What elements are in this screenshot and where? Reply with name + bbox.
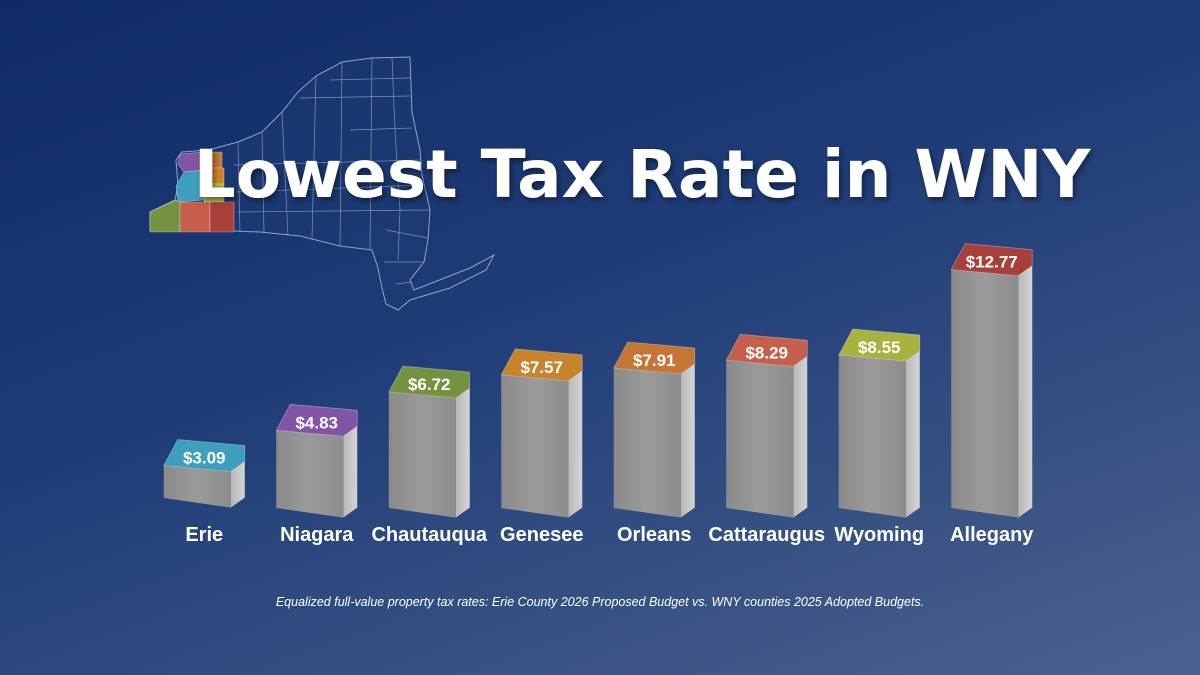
category-label: Cattaraugus xyxy=(708,524,825,546)
bar-top xyxy=(950,243,1033,277)
bar-value-label: $8.55 xyxy=(858,338,901,357)
bar-cattaraugus: $8.29 Cattaraugus xyxy=(708,333,825,546)
bar-top xyxy=(613,341,696,375)
bar-side xyxy=(230,461,245,508)
map-county-allegany xyxy=(209,201,235,233)
map-county-chautauqua xyxy=(149,199,181,233)
ny-county-lines xyxy=(233,57,431,285)
bar-top xyxy=(838,328,921,362)
bar-front xyxy=(951,269,1019,518)
bar-value-label: $7.57 xyxy=(520,358,563,377)
bar-niagara: $4.83 Niagara xyxy=(275,403,358,546)
source-footnote: Equalized full-value property tax rates:… xyxy=(276,595,924,609)
bar-value-label: $6.72 xyxy=(408,375,451,394)
category-label: Allegany xyxy=(950,524,1034,546)
bar-genesee: $7.57 Genesee xyxy=(500,348,583,546)
bar-side xyxy=(793,356,808,518)
bar-top xyxy=(275,403,358,437)
wny-highlighted-counties xyxy=(149,151,235,233)
bar-orleans: $7.91 Orleans xyxy=(613,341,696,546)
bar-value-label: $4.83 xyxy=(295,413,338,432)
bar-front xyxy=(838,355,906,518)
bar-top xyxy=(725,333,808,367)
category-label: Genesee xyxy=(500,524,583,546)
bar-front xyxy=(501,374,569,518)
bar-value-label: $7.91 xyxy=(633,351,676,370)
category-label: Orleans xyxy=(617,524,691,546)
bar-front xyxy=(726,360,794,518)
bar-wyoming: $8.55 Wyoming xyxy=(834,328,924,546)
bar-chautauqua: $6.72 Chautauqua xyxy=(371,365,488,546)
ny-state-outline xyxy=(149,56,496,311)
bar-front xyxy=(276,430,344,518)
category-label: Erie xyxy=(185,524,223,546)
map-county-erie xyxy=(175,169,205,203)
bar-value-label: $8.29 xyxy=(745,343,788,362)
bar-side xyxy=(1018,265,1033,518)
bar-front xyxy=(388,392,456,518)
category-label: Chautauqua xyxy=(371,524,487,546)
bar-side xyxy=(455,388,470,518)
bar-value-label: $3.09 xyxy=(183,448,226,467)
bar-top xyxy=(388,365,471,399)
bar-front xyxy=(163,465,231,508)
bar-side xyxy=(568,370,583,518)
bar-side xyxy=(905,351,920,518)
ny-state-map xyxy=(149,56,496,311)
bar-side xyxy=(680,363,695,518)
bar-side xyxy=(343,426,358,518)
bar-top xyxy=(163,439,246,472)
bar-erie: $3.09 Erie xyxy=(163,439,246,546)
bar-top xyxy=(500,348,583,382)
bar-front xyxy=(613,367,681,518)
chart-title: Lowest Tax Rate in WNY xyxy=(194,136,1092,213)
bar-value-label: $12.77 xyxy=(966,253,1018,272)
bar-series: $3.09 Erie $4.83 Niagara $6.72 Chautauqu… xyxy=(163,243,1034,546)
category-label: Wyoming xyxy=(834,524,924,546)
bar-allegany: $12.77 Allegany xyxy=(950,243,1034,546)
category-label: Niagara xyxy=(280,524,354,546)
